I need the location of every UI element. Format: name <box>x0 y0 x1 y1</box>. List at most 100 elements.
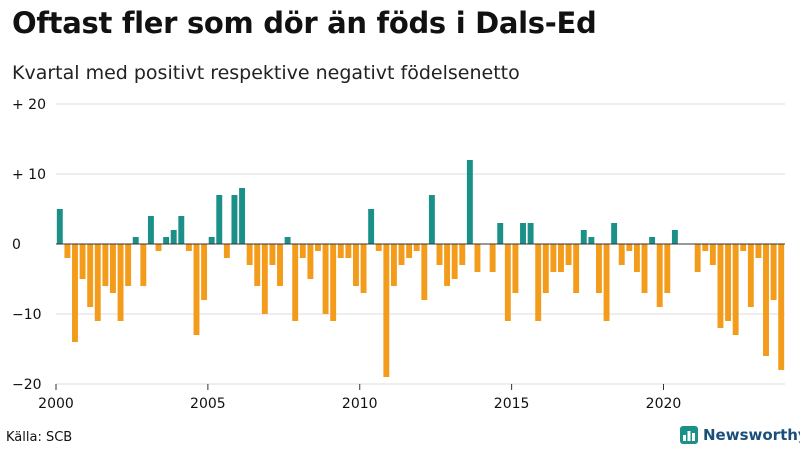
bar-negative[interactable] <box>201 244 208 300</box>
bar-negative[interactable] <box>352 244 359 286</box>
bar-negative[interactable] <box>315 244 321 251</box>
bar-negative[interactable] <box>778 244 785 370</box>
bar-positive[interactable] <box>163 237 170 244</box>
bar-negative[interactable] <box>155 244 162 251</box>
bar-negative[interactable] <box>421 244 428 300</box>
bar-positive[interactable] <box>580 230 587 244</box>
bar-positive[interactable] <box>231 195 238 244</box>
bar-negative[interactable] <box>269 244 276 265</box>
bar-positive[interactable] <box>284 237 291 244</box>
bar-negative[interactable] <box>125 244 132 286</box>
x-tick-label: 2015 <box>494 396 530 412</box>
bar-negative[interactable] <box>573 244 580 293</box>
bar-positive[interactable] <box>132 237 139 244</box>
bar-negative[interactable] <box>504 244 511 321</box>
bar-negative[interactable] <box>337 244 344 258</box>
bar-negative[interactable] <box>398 244 405 265</box>
bar-negative[interactable] <box>277 244 283 286</box>
bar-positive[interactable] <box>497 223 504 244</box>
bar-negative[interactable] <box>755 244 762 258</box>
bar-negative[interactable] <box>246 244 253 265</box>
bar-negative[interactable] <box>193 244 200 335</box>
bar-positive[interactable] <box>520 223 526 244</box>
bar-negative[interactable] <box>542 244 549 293</box>
bar-negative[interactable] <box>94 244 101 321</box>
bar-positive[interactable] <box>170 230 177 244</box>
bar-negative[interactable] <box>633 244 640 272</box>
bar-negative[interactable] <box>345 244 352 258</box>
bar-negative[interactable] <box>694 244 701 272</box>
bar-negative[interactable] <box>702 244 709 251</box>
bar-negative[interactable] <box>117 244 124 321</box>
bar-negative[interactable] <box>459 244 466 265</box>
bar-negative[interactable] <box>109 244 116 293</box>
brand-logo[interactable]: Newsworthy <box>680 426 800 444</box>
bar-negative[interactable] <box>664 244 671 293</box>
bar-negative[interactable] <box>390 244 397 286</box>
bar-positive[interactable] <box>649 237 656 244</box>
bar-negative[interactable] <box>451 244 458 279</box>
bar-negative[interactable] <box>261 244 268 314</box>
bar-positive[interactable] <box>239 188 246 244</box>
bar-negative[interactable] <box>641 244 648 293</box>
bar-negative[interactable] <box>558 244 564 272</box>
bar-negative[interactable] <box>436 244 443 265</box>
bar-positive[interactable] <box>671 230 678 244</box>
bar-negative[interactable] <box>375 244 382 251</box>
bar-positive[interactable] <box>527 223 534 244</box>
bar-positive[interactable] <box>216 195 223 244</box>
bar-negative[interactable] <box>72 244 78 342</box>
bar-negative[interactable] <box>656 244 663 307</box>
bar-negative[interactable] <box>565 244 572 265</box>
bar-negative[interactable] <box>330 244 337 321</box>
bar-negative[interactable] <box>717 244 724 328</box>
bar-negative[interactable] <box>79 244 86 279</box>
bar-negative[interactable] <box>626 244 633 251</box>
bar-negative[interactable] <box>512 244 519 293</box>
bar-negative[interactable] <box>292 244 299 321</box>
bar-negative[interactable] <box>709 244 716 265</box>
bar-negative[interactable] <box>254 244 261 286</box>
bar-positive[interactable] <box>147 216 154 244</box>
bar-negative[interactable] <box>732 244 739 335</box>
bar-negative[interactable] <box>383 244 390 377</box>
bar-negative[interactable] <box>102 244 109 286</box>
bar-negative[interactable] <box>299 244 306 258</box>
bar-negative[interactable] <box>474 244 481 272</box>
bar-negative[interactable] <box>550 244 557 272</box>
bar-negative[interactable] <box>444 244 451 286</box>
y-tick-label: −10 <box>12 307 42 323</box>
bar-positive[interactable] <box>466 160 473 244</box>
bar-negative[interactable] <box>322 244 329 314</box>
bar-positive[interactable] <box>611 223 618 244</box>
bar-negative[interactable] <box>87 244 94 307</box>
bar-negative[interactable] <box>185 244 192 251</box>
bar-negative[interactable] <box>223 244 230 258</box>
bar-negative[interactable] <box>725 244 732 321</box>
bar-positive[interactable] <box>588 237 595 244</box>
bar-positive[interactable] <box>178 216 185 244</box>
bar-negative[interactable] <box>140 244 147 286</box>
x-tick-label: 2020 <box>646 396 682 412</box>
bar-negative[interactable] <box>618 244 625 265</box>
bar-positive[interactable] <box>428 195 435 244</box>
bar-negative[interactable] <box>489 244 496 272</box>
bar-chart-icon <box>680 426 698 444</box>
bar-negative[interactable] <box>64 244 71 258</box>
bar-negative[interactable] <box>770 244 777 300</box>
bar-negative[interactable] <box>603 244 610 321</box>
bar-negative[interactable] <box>595 244 602 293</box>
bar-negative[interactable] <box>747 244 754 307</box>
bar-positive[interactable] <box>368 209 375 244</box>
bar-negative[interactable] <box>360 244 367 293</box>
bar-negative[interactable] <box>307 244 314 279</box>
bar-negative[interactable] <box>535 244 542 321</box>
bar-positive[interactable] <box>208 237 215 244</box>
bar-negative[interactable] <box>763 244 769 356</box>
bar-negative[interactable] <box>406 244 413 258</box>
bar-positive[interactable] <box>56 209 63 244</box>
bar-negative[interactable] <box>413 244 420 251</box>
y-tick-label: + 20 <box>12 97 46 113</box>
bar-negative[interactable] <box>740 244 747 251</box>
